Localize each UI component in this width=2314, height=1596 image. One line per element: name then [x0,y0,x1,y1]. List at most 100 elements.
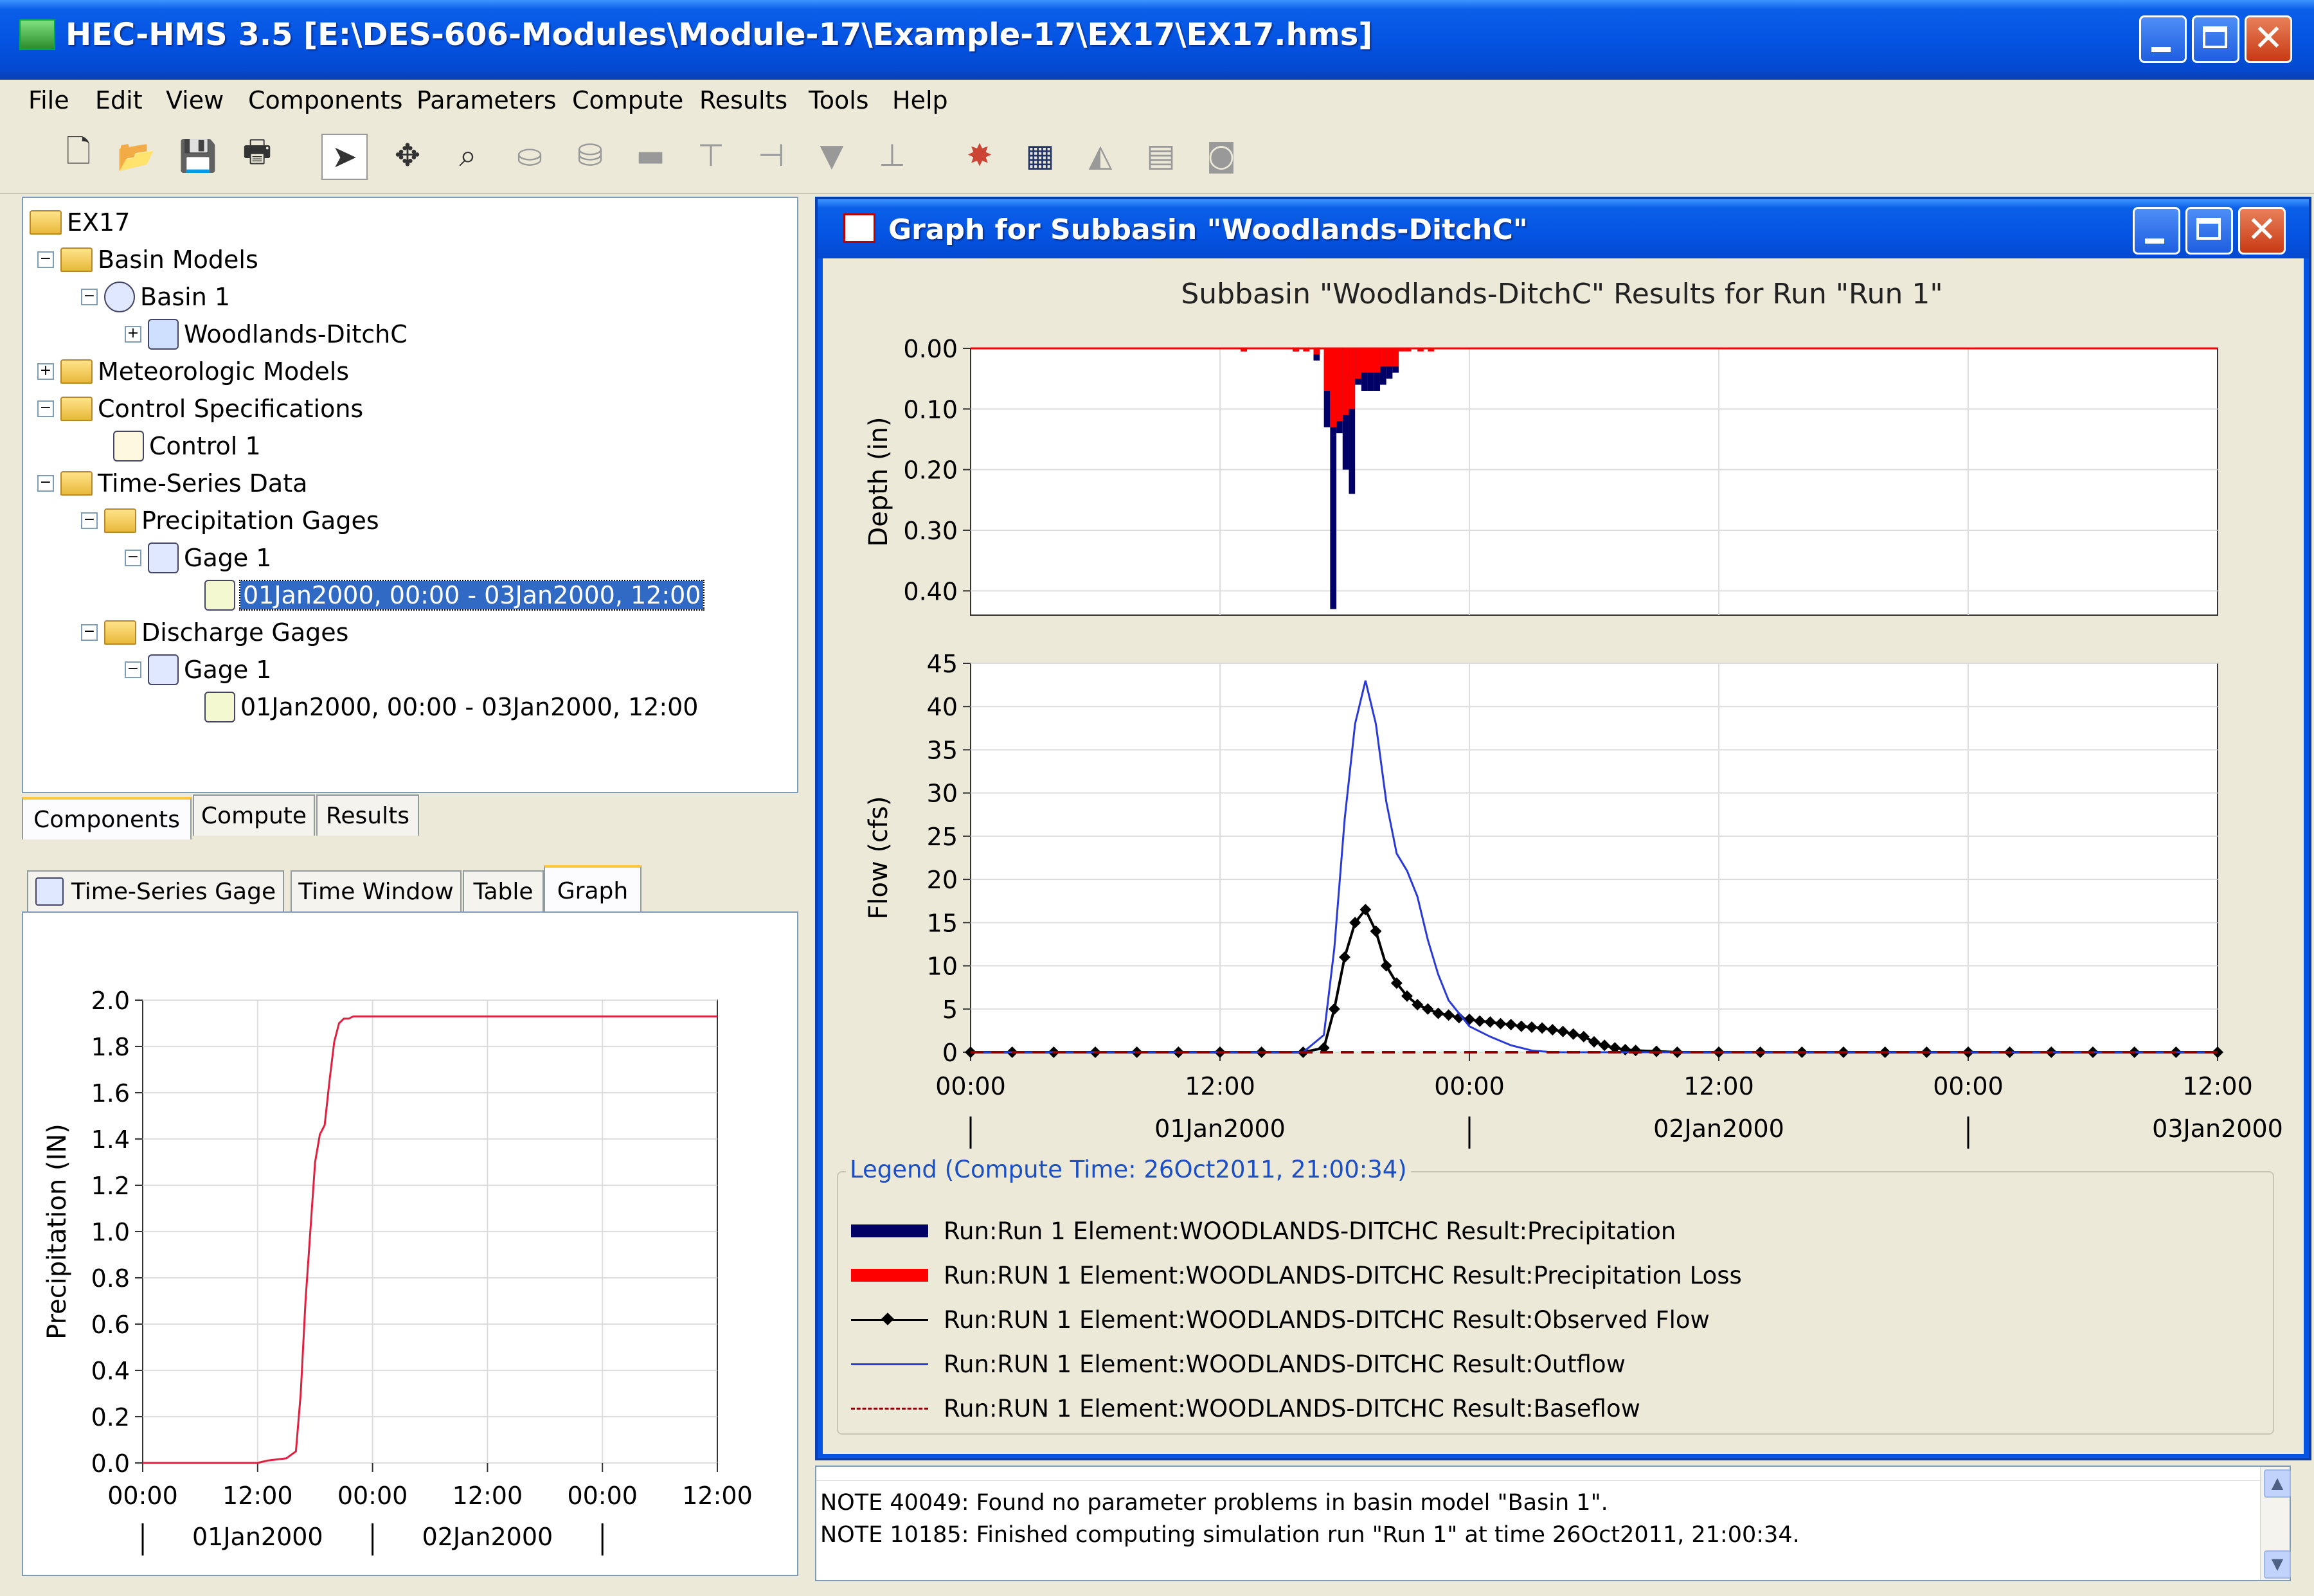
observed-flow-marker [1339,951,1350,964]
tree-precip-window[interactable]: 01Jan2000, 00:00 - 03Jan2000, 12:00 [204,577,705,613]
tree-timeseries[interactable]: − Time-Series Data [37,465,307,501]
bar-precipitation-loss [1386,348,1393,367]
junction-tool-icon[interactable]: ⊤ [697,138,724,174]
gage-icon [148,654,179,685]
graph-close-button[interactable]: ✕ [2238,207,2286,255]
tree-discharge-gage1[interactable]: − Gage 1 [125,652,272,688]
y-axis-label: Flow (cfs) [864,796,893,919]
tree-met-models[interactable]: + Meteorologic Models [37,354,349,390]
global-summary-icon[interactable]: ▦ [1025,138,1055,174]
y-tick-label: 5 [942,996,958,1024]
x-tick-label: 12:00 [222,1482,293,1510]
observed-flow-marker [1390,977,1403,989]
message-scrollbar[interactable]: ▲ ▼ [2260,1467,2291,1580]
tree-discharge-window[interactable]: 01Jan2000, 00:00 - 03Jan2000, 12:00 [204,689,698,725]
date-label: 01Jan2000 [1154,1115,1286,1143]
x-tick-label: 00:00 [337,1482,408,1510]
y-tick-label: 1.4 [91,1125,130,1154]
table-icon [204,692,235,722]
menu-view[interactable]: View [166,86,224,114]
menu-results[interactable]: Results [699,86,788,114]
print-icon[interactable]: 🖶 [242,133,272,170]
tab-results[interactable]: Results [316,794,419,836]
scroll-down-icon[interactable]: ▼ [2264,1550,2291,1579]
tab-components[interactable]: Components [22,797,192,839]
tab-graph[interactable]: Graph [544,865,641,914]
minimize-button[interactable] [2139,15,2187,63]
x-tick-label: 00:00 [1434,1072,1505,1100]
close-button[interactable]: ✕ [2245,15,2292,63]
tree-subbasin[interactable]: + Woodlands-DitchC [125,316,408,352]
y-tick-label: 40 [927,693,958,721]
save-icon[interactable]: 💾 [179,138,217,174]
tree-precip-gages[interactable]: − Precipitation Gages [81,503,379,539]
compute-icon[interactable]: ✸ [966,138,993,174]
legend-label: Run:RUN 1 Element:WOODLANDS-DITCHC Resul… [944,1394,1640,1422]
observed-flow-marker [1453,1012,1465,1024]
tree-precip-gage1[interactable]: − Gage 1 [125,540,272,576]
reach-tool-icon[interactable]: ⛁ [577,138,604,174]
diversion-tool-icon[interactable]: ⊣ [758,138,785,174]
sink-tool-icon[interactable]: ⊥ [879,138,906,174]
element-graph-icon[interactable]: ◭ [1088,138,1113,174]
y-tick-label: 1.8 [91,1033,130,1061]
bar-precipitation-loss [1417,348,1424,352]
x-tick-label: 00:00 [567,1482,638,1510]
window-title: HEC-HMS 3.5 [E:\DES-606-Modules\Module-1… [66,17,1373,53]
y-tick-label: 45 [927,650,958,678]
observed-flow-marker [1609,1042,1621,1054]
menu-edit[interactable]: Edit [95,86,143,114]
y-tick-label: 20 [927,866,958,894]
observed-flow-marker [1494,1018,1507,1030]
menu-file[interactable]: File [28,86,69,114]
graph-window: Graph for Subbasin "Woodlands-DitchC" ✕ … [815,197,2311,1460]
open-folder-icon[interactable]: 📂 [117,138,156,174]
bar-precipitation-loss [1355,348,1361,379]
pan-icon[interactable]: ✥ [394,138,421,174]
maximize-button[interactable] [2192,15,2239,63]
legend-swatch [851,1269,928,1282]
element-summary-icon[interactable]: ◙ [1206,138,1237,174]
close-icon: ✕ [2253,17,2284,59]
bar-precipitation-loss [1336,348,1343,422]
new-file-icon[interactable]: 🗋 [66,133,91,170]
tree-control-specs[interactable]: − Control Specifications [37,391,363,427]
observed-flow-marker [1422,1003,1434,1015]
y-tick-label: 10 [927,953,958,981]
table-icon [204,580,235,611]
tab-time-window[interactable]: Time Window [291,870,462,911]
graph-minimize-button[interactable] [2133,207,2180,255]
message-clipped-line [816,1467,2290,1481]
graph-maximize-button[interactable] [2185,207,2233,255]
observed-flow-marker [1380,960,1392,972]
menu-components[interactable]: Components [248,86,403,114]
y-tick-label: 0.6 [91,1311,130,1339]
source-tool-icon[interactable]: ▼ [820,138,844,174]
bar-precipitation-loss [1374,348,1380,373]
watershed-explorer: EX17 − Basin Models − Basin 1 + Woodlands-D… [22,197,798,793]
y-tick-label: 0.20 [903,456,958,485]
arrow-select-icon[interactable]: ➤ [321,134,368,180]
tab-table[interactable]: Table [463,870,544,911]
date-label: 03Jan2000 [2152,1115,2283,1143]
legend-item: Run:RUN 1 Element:WOODLANDS-DITCHC Resul… [851,1392,1640,1424]
tree-basin-models[interactable]: − Basin Models [37,242,258,278]
tab-time-series-gage[interactable]: Time-Series Gage [27,870,284,911]
observed-flow-marker [1557,1025,1569,1037]
scroll-up-icon[interactable]: ▲ [2264,1469,2291,1498]
menu-help[interactable]: Help [892,86,948,114]
menu-tools[interactable]: Tools [809,86,869,114]
menu-parameters[interactable]: Parameters [417,86,557,114]
element-table-icon[interactable]: ▤ [1146,138,1176,174]
y-tick-label: 1.6 [91,1079,130,1107]
bar-precipitation-loss [1293,348,1299,352]
tree-control1[interactable]: Control 1 [113,428,261,464]
tab-compute[interactable]: Compute [193,794,315,836]
tree-discharge-gages[interactable]: − Discharge Gages [81,614,348,650]
tree-basin1[interactable]: − Basin 1 [81,279,230,315]
zoom-icon[interactable]: ⌕ [459,137,477,174]
menu-compute[interactable]: Compute [572,86,684,114]
reservoir-tool-icon[interactable]: ▬ [636,138,665,174]
tree-root[interactable]: EX17 [30,204,130,240]
subbasin-tool-icon[interactable]: ⛀ [516,138,543,174]
